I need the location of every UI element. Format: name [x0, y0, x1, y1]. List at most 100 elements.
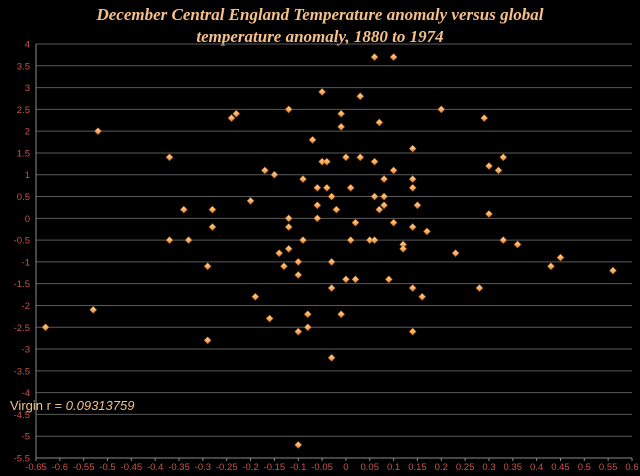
x-tick-label: 0.15 [408, 462, 427, 473]
scatter-point [299, 175, 307, 183]
scatter-point [342, 153, 350, 162]
scatter-point [303, 323, 312, 332]
scatter-point [208, 205, 217, 214]
chart-title: December Central England Temperature ano… [0, 4, 640, 48]
scatter-point [389, 53, 398, 61]
scatter-point [380, 201, 388, 210]
scatter-point [346, 236, 355, 244]
y-tick-label: -2.5 [14, 323, 30, 334]
scatter-point [423, 227, 431, 236]
x-tick-label: 0.6 [625, 462, 638, 473]
x-tick-label: -0.55 [73, 462, 95, 473]
x-tick-label: -0.3 [195, 462, 211, 473]
x-tick-label: 0.55 [599, 462, 618, 473]
scatter-point [375, 205, 384, 214]
scatter-point [399, 244, 407, 253]
correlation-annotation: Virgin r = 0.09313759 [10, 398, 134, 413]
y-tick-label: -1 [22, 257, 30, 268]
scatter-point [270, 170, 279, 179]
gridlines [36, 43, 632, 459]
x-tick-label: -0.4 [147, 462, 163, 473]
scatter-point [413, 201, 422, 210]
scatter-point [265, 314, 274, 323]
scatter-point [313, 201, 322, 210]
scatter-point [499, 236, 508, 244]
x-tick-label: 0.35 [504, 462, 523, 473]
x-tick-label: -0.5 [99, 462, 115, 473]
scatter-point [284, 214, 293, 223]
x-tick-label: 0.4 [530, 462, 543, 473]
x-tick-label: 0 [343, 462, 348, 473]
scatter-point [437, 105, 446, 114]
scatter-point [337, 109, 345, 118]
scatter-point [251, 292, 260, 301]
y-tick-label: -4.5 [14, 410, 30, 421]
scatter-point [284, 244, 293, 253]
scatter-point [389, 218, 398, 227]
y-tick-label: 2.5 [17, 105, 30, 116]
y-tick-label: 3 [25, 83, 30, 94]
scatter-point [408, 175, 417, 183]
scatter-point [275, 249, 283, 258]
chart-title-line2: temperature anomaly, 1880 to 1974 [196, 27, 444, 46]
scatter-point [408, 327, 417, 336]
scatter-point [89, 306, 98, 314]
scatter-point [451, 249, 460, 258]
scatter-point [308, 136, 317, 144]
y-tick-label: -2 [22, 301, 30, 312]
scatter-points [41, 53, 617, 449]
x-tick-label: 0.05 [361, 462, 380, 473]
scatter-point [327, 192, 336, 201]
scatter-point [389, 166, 398, 175]
scatter-point [513, 240, 522, 249]
scatter-point [280, 262, 288, 271]
y-tick-label: -3.5 [14, 366, 30, 377]
y-tick-label: -5 [22, 432, 30, 443]
scatter-point [299, 236, 307, 244]
scatter-point [337, 122, 345, 131]
scatter-point [356, 92, 365, 101]
scatter-point [303, 310, 312, 319]
x-tick-label: -0.05 [311, 462, 333, 473]
scatter-point [203, 262, 212, 271]
x-tick-label: -0.45 [121, 462, 143, 473]
y-tick-label: 1.5 [17, 148, 30, 159]
scatter-point [370, 157, 379, 166]
scatter-point [284, 223, 293, 231]
scatter-point [356, 153, 365, 162]
y-tick-label: -1.5 [14, 279, 30, 290]
scatter-point [327, 284, 336, 292]
x-tick-label: 0.1 [387, 462, 400, 473]
scatter-point [261, 166, 269, 175]
scatter-point [346, 183, 355, 192]
y-tick-label: 2 [25, 127, 30, 138]
annotation-prefix: Virgin r = [10, 398, 66, 413]
scatter-point [184, 236, 193, 244]
y-tick-label: 4 [25, 40, 30, 51]
scatter-point [284, 105, 293, 114]
y-tick-label: 1 [25, 170, 30, 181]
scatter-point [294, 441, 303, 449]
scatter-point [342, 275, 350, 284]
scatter-point [165, 153, 174, 162]
y-tick-label: -5.5 [14, 454, 30, 465]
x-tick-label: -0.15 [264, 462, 286, 473]
x-tick-label: 0.3 [482, 462, 495, 473]
scatter-point [337, 310, 345, 319]
y-tick-label: -4 [22, 388, 30, 399]
scatter-point [408, 144, 417, 153]
scatter-point [313, 214, 322, 223]
scatter-point [232, 109, 241, 118]
y-tick-label: 3.5 [17, 61, 30, 72]
scatter-point [385, 275, 393, 284]
scatter-point [408, 284, 417, 292]
scatter-point [351, 275, 360, 284]
scatter-point [294, 258, 303, 266]
scatter-point [475, 284, 484, 292]
scatter-point [375, 118, 384, 127]
axis-ticks: 4 3.5 3 2.5 2 1.5 1 0.5 0 -0.5 -1 -1.5 -2 -2.5 -3 -3.5 -… [14, 40, 639, 474]
scatter-point [203, 336, 212, 345]
scatter-point [370, 53, 379, 61]
y-tick-label: 0 [25, 214, 30, 225]
